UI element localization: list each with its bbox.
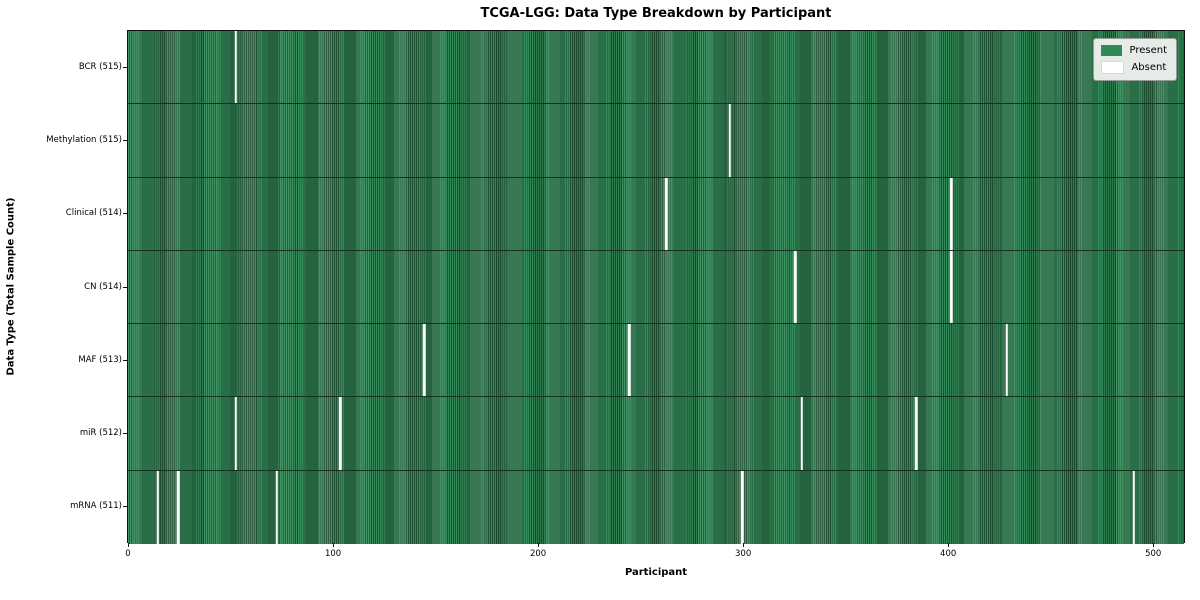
absent-gap xyxy=(740,470,744,544)
x-tick-label: 0 xyxy=(125,549,131,559)
heatmap-row-clinical xyxy=(128,177,1184,251)
absent-gap xyxy=(949,250,953,324)
legend-label: Present xyxy=(1129,45,1167,56)
y-tick-label: mRNA (511) xyxy=(70,501,122,512)
absent-gap xyxy=(794,250,797,324)
y-tick-mark xyxy=(123,213,127,215)
y-tick-label: Methylation (515) xyxy=(46,134,122,145)
y-tick-label: Clinical (514) xyxy=(65,208,122,219)
absent-gap xyxy=(1132,470,1135,544)
legend: Present Absent xyxy=(1093,38,1177,81)
x-axis-label: Participant xyxy=(624,567,688,578)
absent-gap xyxy=(1005,324,1008,397)
heatmap-row-mir xyxy=(128,397,1184,471)
y-tick-label: CN (514) xyxy=(84,281,122,292)
absent-gap xyxy=(664,177,668,250)
chart-title: TCGA-LGG: Data Type Breakdown by Partici… xyxy=(480,6,832,21)
x-tick-label: 200 xyxy=(529,549,547,559)
heatmap-row-maf xyxy=(128,324,1184,398)
absent-gap xyxy=(423,324,426,397)
y-axis-label: Data Type (Total Sample Count) xyxy=(5,197,17,376)
legend-entry-absent: Absent xyxy=(1101,61,1167,74)
x-tick-label: 300 xyxy=(735,549,752,559)
y-tick-label: miR (512) xyxy=(79,428,122,439)
x-tick-mark xyxy=(743,543,745,547)
x-tick-mark xyxy=(948,543,950,547)
absent-gap xyxy=(234,397,237,470)
absent-gap xyxy=(915,397,918,470)
x-tick-mark xyxy=(333,543,335,547)
absent-gap xyxy=(628,324,631,397)
x-tick-label: 400 xyxy=(940,549,957,559)
legend-label: Absent xyxy=(1131,62,1167,73)
x-tick-label: 100 xyxy=(324,549,342,559)
absent-gap xyxy=(176,470,180,544)
y-tick-label: MAF (513) xyxy=(78,354,122,365)
y-tick-mark xyxy=(123,66,127,68)
x-tick-mark xyxy=(538,543,540,547)
heatmap-row-methylation xyxy=(128,104,1184,178)
y-tick-label: BCR (515) xyxy=(78,61,122,72)
y-tick-mark xyxy=(123,433,127,435)
legend-entry-present: Present xyxy=(1101,45,1167,56)
y-tick-mark xyxy=(123,286,127,288)
absent-gap xyxy=(156,470,159,544)
heatmap-plot xyxy=(127,30,1185,544)
y-tick-mark xyxy=(123,359,127,361)
absent-gap xyxy=(800,397,803,470)
heatmap-row-mrna xyxy=(128,470,1184,544)
y-tick-mark xyxy=(123,139,127,141)
absent-gap xyxy=(338,397,342,470)
x-tick-mark xyxy=(1153,543,1155,547)
absent-gap xyxy=(728,104,732,177)
x-tick-label: 500 xyxy=(1145,549,1162,559)
present-swatch-icon xyxy=(1101,45,1123,56)
y-tick-mark xyxy=(123,506,127,508)
absent-gap xyxy=(949,177,953,250)
heatmap-row-cn xyxy=(128,250,1184,325)
absent-swatch-icon xyxy=(1101,61,1125,74)
x-tick-mark xyxy=(128,543,130,547)
absent-gap xyxy=(275,470,278,544)
heatmap-row-bcr xyxy=(128,31,1184,105)
absent-gap xyxy=(234,31,237,104)
